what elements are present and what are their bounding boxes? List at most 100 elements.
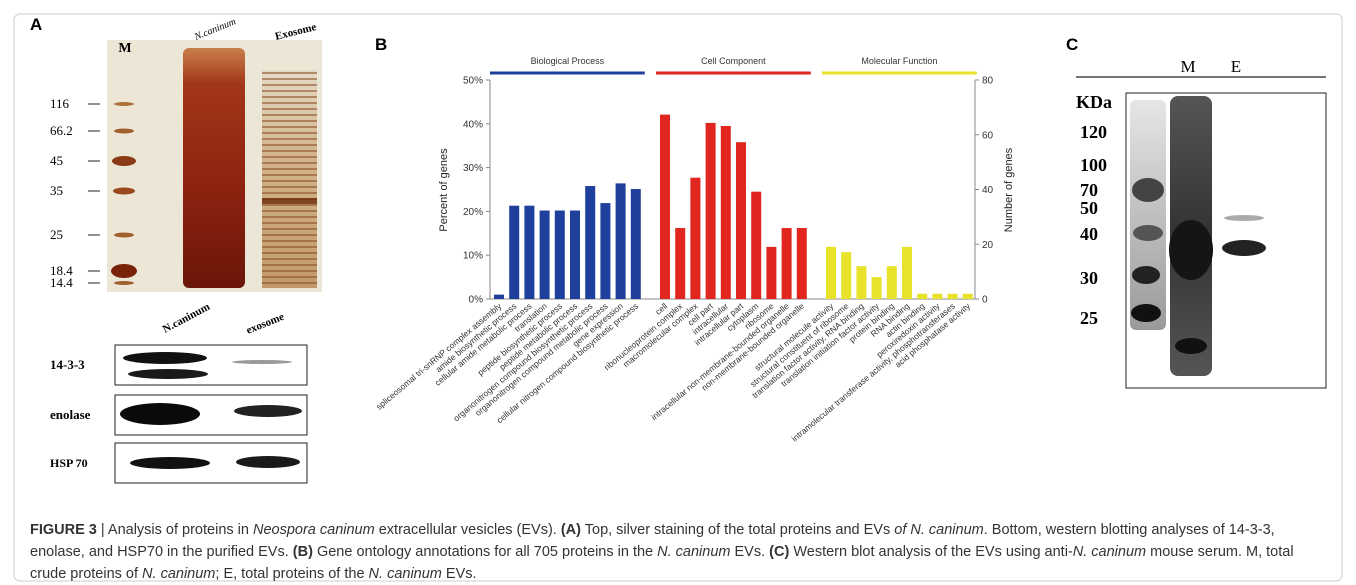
western-blot-part	[1133, 225, 1163, 241]
bar	[841, 252, 851, 299]
silver-gel-part	[262, 70, 317, 288]
bar	[540, 211, 550, 299]
y-tick-label: 40%	[463, 119, 483, 130]
marker-label: 30	[1080, 268, 1098, 288]
lane-label: E	[1231, 57, 1241, 76]
caption-text: ; E, total proteins of the	[215, 566, 368, 582]
marker-label: 45	[50, 153, 63, 168]
western-blot-part	[130, 457, 210, 469]
bar	[494, 295, 504, 299]
lane-label: M	[1180, 57, 1195, 76]
y2-tick-label: 80	[982, 76, 994, 87]
western-blot-part	[128, 369, 208, 379]
legend-label: Molecular Function	[861, 56, 937, 66]
bar	[509, 206, 519, 299]
western-blot-part	[1175, 338, 1207, 354]
silver-gel-part	[112, 156, 136, 166]
western-blot-part	[1224, 215, 1264, 221]
western-blot-part	[1131, 304, 1161, 322]
caption-text: N. caninum	[657, 544, 730, 560]
western-blot-part	[234, 405, 302, 417]
marker-label: 25	[1080, 308, 1098, 328]
bar	[797, 228, 807, 299]
lane-label: Exosome	[274, 21, 318, 43]
caption-text: (B)	[293, 544, 313, 560]
bar	[660, 115, 670, 299]
y-tick-label: 0%	[469, 295, 484, 306]
marker-label: 50	[1080, 198, 1098, 218]
silver-gel	[107, 40, 322, 292]
y-tick-label: 30%	[463, 163, 483, 174]
bar	[736, 142, 746, 299]
marker-label: 120	[1080, 122, 1107, 142]
bar	[706, 123, 716, 299]
marker-label: 14.4	[50, 275, 73, 290]
bar	[721, 126, 731, 299]
y2-tick-label: 40	[982, 185, 994, 196]
blot-label: 14-3-3	[50, 357, 85, 372]
y-axis-label: Percent of genes	[438, 148, 450, 232]
caption-text: N. caninum	[142, 566, 215, 582]
western-blot-part	[1222, 240, 1266, 256]
lane-label: N.caninum	[161, 301, 212, 336]
bar	[963, 294, 973, 299]
marker-label: 100	[1080, 155, 1107, 175]
caption-text: FIGURE 3	[30, 522, 97, 538]
silver-gel-part	[114, 129, 134, 134]
bar	[826, 247, 836, 299]
bar	[675, 228, 685, 299]
caption-text: (A)	[561, 522, 581, 538]
caption-text: Top, silver staining of the total protei…	[581, 522, 894, 538]
bar	[887, 266, 897, 299]
marker-label: 116	[50, 96, 70, 111]
caption-text: EVs.	[730, 544, 769, 560]
western-blot-part	[1169, 220, 1213, 280]
caption-text: Neospora caninum	[253, 522, 375, 538]
bar	[932, 294, 942, 299]
bar	[570, 211, 580, 299]
bar	[902, 247, 912, 299]
silver-gel-part	[114, 281, 134, 285]
bar	[585, 186, 595, 299]
caption-text: extracellular vesicles (EVs).	[375, 522, 561, 538]
bar	[872, 277, 882, 299]
marker-label: 70	[1080, 180, 1098, 200]
silver-gel-part	[114, 233, 134, 238]
figure: A B C M N.caninum Exosome 11666.24535251…	[0, 0, 1356, 585]
bar	[917, 294, 927, 299]
caption-text: Western blot analysis of the EVs using a…	[789, 544, 1072, 560]
blot-label: enolase	[50, 407, 91, 422]
western-blot-part	[115, 345, 307, 385]
western-blot-part	[232, 360, 292, 364]
bar	[782, 228, 792, 299]
lane-label: exosome	[245, 311, 286, 337]
bar	[948, 294, 958, 299]
panel-label: A	[30, 15, 42, 34]
caption-text: N. caninum	[1073, 544, 1146, 560]
legend-label: Cell Component	[701, 56, 766, 66]
bar	[751, 192, 761, 299]
bar	[555, 211, 565, 299]
caption-text: EVs.	[442, 566, 477, 582]
y-tick-label: 10%	[463, 251, 483, 262]
caption-text: N. caninum	[369, 566, 442, 582]
western-blot	[1126, 93, 1326, 388]
lane-label: M	[118, 41, 131, 56]
bar	[631, 189, 641, 299]
marker-label: 35	[50, 183, 63, 198]
silver-gel-part	[262, 198, 317, 204]
western-blot-part	[1132, 266, 1160, 284]
silver-gel-part	[111, 264, 137, 278]
silver-gel-part	[113, 188, 135, 195]
western-blot-part	[1132, 178, 1164, 202]
blot-label: HSP 70	[50, 456, 88, 470]
y2-tick-label: 0	[982, 295, 988, 306]
figure-page: A B C M N.caninum Exosome 11666.24535251…	[0, 0, 1356, 585]
y2-tick-label: 20	[982, 240, 994, 251]
silver-gel-part	[114, 102, 134, 106]
y2-tick-label: 60	[982, 130, 994, 141]
figure-caption: FIGURE 3 | Analysis of proteins in Neosp…	[30, 519, 1330, 585]
unit-label: KDa	[1076, 92, 1112, 112]
western-blot-part	[123, 352, 207, 364]
